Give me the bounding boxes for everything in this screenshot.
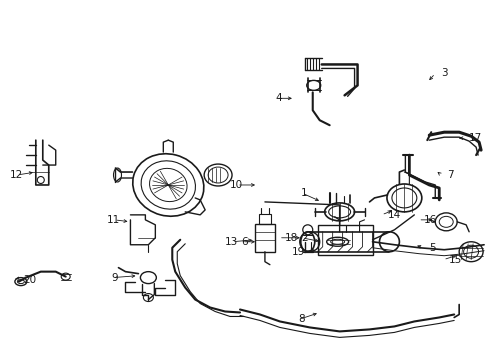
Text: 3: 3	[440, 68, 447, 78]
Text: 17: 17	[468, 133, 481, 143]
Text: 20: 20	[23, 275, 36, 285]
Text: 5: 5	[428, 243, 435, 253]
Bar	[317, 225, 372, 255]
Text: 8: 8	[298, 314, 304, 324]
Text: 6: 6	[241, 237, 247, 247]
Text: 1: 1	[301, 188, 307, 198]
Text: 16: 16	[424, 215, 437, 225]
Text: 12: 12	[10, 170, 23, 180]
Text: 4: 4	[275, 93, 281, 103]
Text: 2: 2	[301, 233, 307, 243]
Text: 19: 19	[291, 247, 304, 257]
Text: 18: 18	[285, 233, 298, 243]
Text: 7: 7	[447, 170, 453, 180]
Text: 14: 14	[386, 210, 400, 220]
Text: 10: 10	[229, 180, 243, 190]
Bar	[259, 214, 270, 224]
Text: 9: 9	[112, 273, 118, 283]
Bar	[254, 224, 274, 252]
Text: 13: 13	[224, 237, 238, 247]
Text: 11: 11	[107, 215, 120, 225]
Text: 15: 15	[448, 255, 462, 265]
